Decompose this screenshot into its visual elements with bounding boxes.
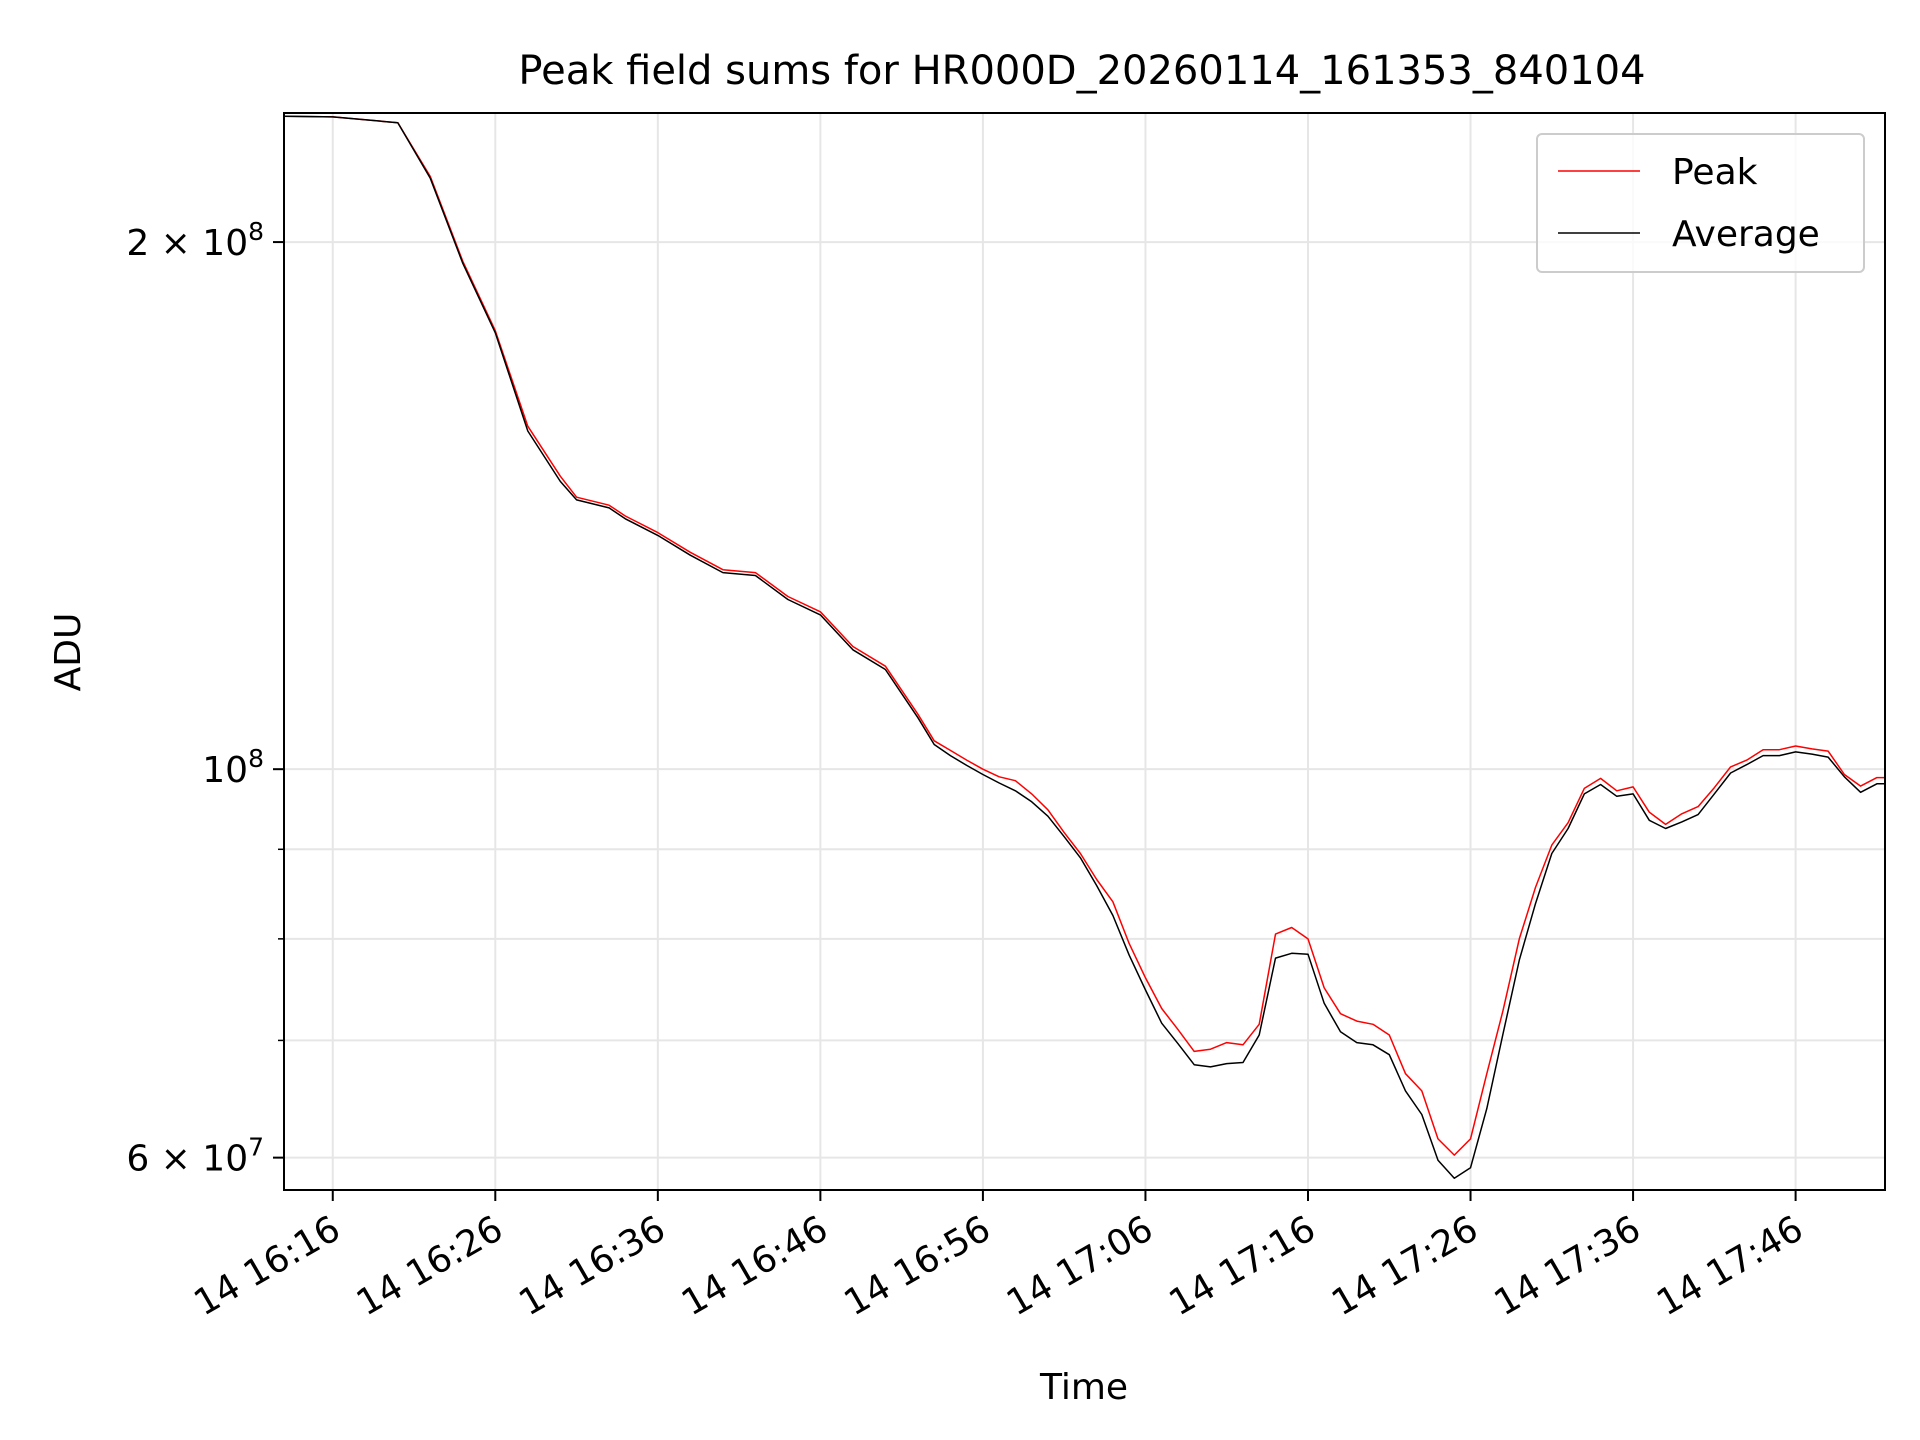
legend: Peak Average (1536, 133, 1865, 273)
series-line-average (283, 115, 1885, 1179)
plot-series (283, 115, 1885, 1179)
y-axis-label: ADU (48, 613, 89, 692)
legend-label-peak: Peak (1672, 152, 1758, 193)
legend-frame (1536, 133, 1865, 273)
y-tick-label: 108 (202, 744, 264, 791)
plot-frame (283, 112, 1886, 1191)
chart-title: Peak field sums for HR000D_20260114_1613… (518, 48, 1645, 94)
y-tick-label: 6 × 107 (126, 1133, 264, 1180)
legend-label-average: Average (1672, 214, 1820, 255)
y-axis: 2 × 108 108 6 × 107 (126, 217, 284, 1180)
x-axis-label: Time (1039, 1367, 1128, 1408)
series-line-peak (283, 115, 1885, 1156)
y-tick-label: 2 × 108 (126, 217, 264, 264)
